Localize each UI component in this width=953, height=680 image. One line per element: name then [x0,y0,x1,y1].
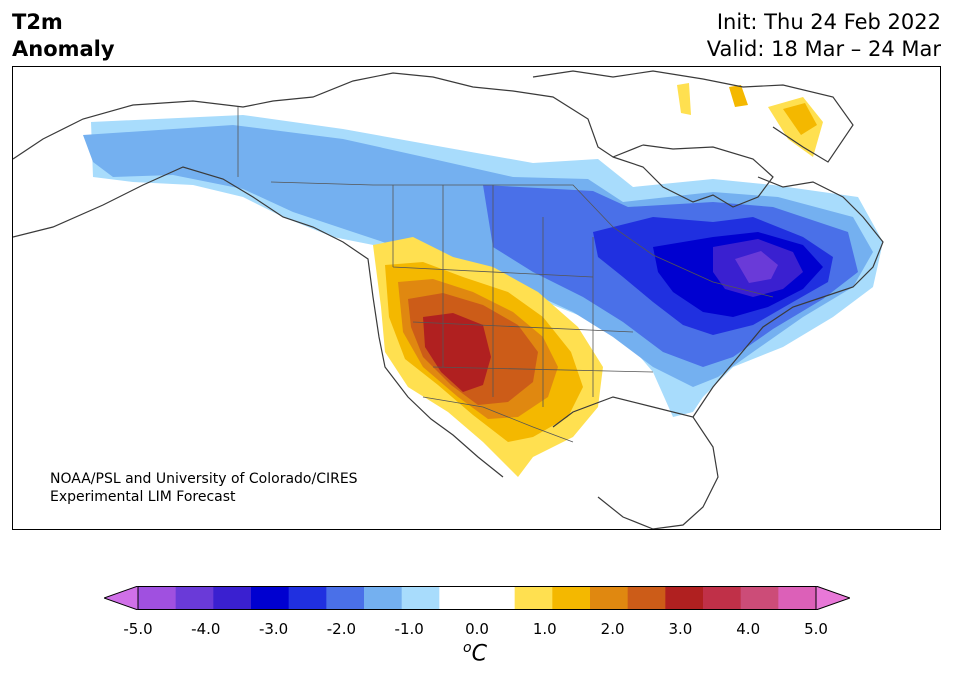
colorbar-cell [703,586,742,610]
credit-line-2: Experimental LIM Forecast [50,489,236,505]
forecast-dates: Init: Thu 24 Feb 2022 Valid: 18 Mar – 24… [707,9,941,63]
unit-letter: C [471,641,487,667]
colorbar-tick-label: -5.0 [123,620,153,638]
map-title: T2m Anomaly [12,9,115,63]
colorbar-cell [514,586,553,610]
political-borders [237,107,774,443]
colorbar-cell [590,586,629,610]
colorbar-tick-label: 4.0 [736,620,761,638]
colorbar-cell [288,586,327,610]
colorbar-cell [213,586,252,610]
unit-label: oC [463,640,487,666]
colorbar [104,586,850,610]
colorbar-cell [665,586,704,610]
colorbar-tick-label: -2.0 [326,620,357,638]
colorbar-cells [104,586,850,610]
title-line-1: T2m [12,10,63,34]
colorbar-low-extension [104,586,139,610]
colorbar-tick-label: -4.0 [191,620,221,638]
cold-core-4 [735,251,778,283]
colorbar-cell [627,586,666,610]
unit-degree: o [463,640,472,656]
arctic-warm-spot [729,85,748,107]
colorbar-tick-label: -1.0 [394,620,424,638]
colorbar-cell [138,586,177,610]
colorbar-tick-label: 3.0 [668,620,693,638]
alaska-coast [13,72,644,160]
colorbar-high-extension [815,586,850,610]
arctic-warm-spot-2 [677,83,691,115]
colorbar-cell [175,586,214,610]
arctic-islands [532,70,854,163]
warm-core [423,313,491,392]
colorbar-tick-label: 2.0 [600,620,625,638]
credit-text: NOAA/PSL and University of Colorado/CIRE… [50,470,358,506]
hudson-bay [612,144,774,208]
valid-range: Valid: 18 Mar – 24 Mar [706,37,941,61]
pacific-coast [13,166,504,478]
colorbar-cell [477,586,516,610]
colorbar-cell [326,586,365,610]
credit-line-1: NOAA/PSL and University of Colorado/CIRE… [50,471,358,487]
atlantic-coast [692,176,884,418]
anomaly-map [13,70,884,529]
colorbar-tick-label: 5.0 [804,620,828,638]
init-date: Init: Thu 24 Feb 2022 [716,10,941,34]
colorbar-cell [778,586,817,610]
map-panel: NOAA/PSL and University of Colorado/CIRE… [12,66,941,530]
colorbar-cell [364,586,403,610]
gulf-coast [552,396,719,529]
colorbar-tick-label: 1.0 [532,620,557,638]
interior-borders [392,185,654,407]
colorbar-cell [401,586,440,610]
arctic-warm-core [783,103,817,135]
colorbar-tick-label: -3.0 [258,620,289,638]
colorbar-cell [251,586,290,610]
coastlines [13,70,884,529]
colorbar-frame [137,586,817,610]
mexico-border [422,396,574,443]
title-line-2: Anomaly [12,37,115,61]
colorbar-tick-label: 0.0 [465,620,489,638]
colorbar-cell [740,586,779,610]
canada-us-border [270,181,774,298]
colorbar-cell [552,586,591,610]
colorbar-cell [439,586,478,610]
